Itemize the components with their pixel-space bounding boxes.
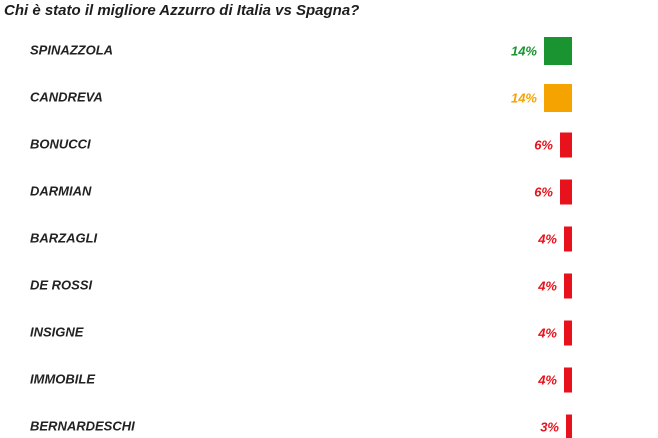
category-label: CANDREVA (30, 89, 103, 104)
bar (564, 367, 572, 393)
category-label: BARZAGLI (30, 230, 98, 245)
value-label: 4% (537, 231, 557, 246)
category-label: BONUCCI (30, 136, 91, 151)
bar (544, 84, 572, 112)
value-label: 6% (534, 137, 553, 152)
category-label: SPINAZZOLA (30, 42, 113, 57)
bar (564, 226, 572, 252)
bar (566, 414, 572, 438)
category-label: IMMOBILE (30, 371, 95, 386)
chart-title: Chi è stato il migliore Azzurro di Itali… (4, 2, 359, 19)
value-label: 6% (534, 184, 553, 199)
value-label: 4% (537, 325, 557, 340)
value-label: 14% (511, 90, 537, 105)
category-label: INSIGNE (30, 324, 84, 339)
value-label: 4% (537, 278, 557, 293)
category-label: DARMIAN (30, 183, 92, 198)
bar (560, 179, 572, 205)
bar (560, 132, 572, 158)
value-label: 3% (540, 419, 559, 434)
bar (544, 37, 572, 65)
category-label: BERNARDESCHI (30, 418, 135, 433)
value-label: 14% (511, 43, 537, 58)
bar (564, 273, 572, 299)
bar (564, 320, 572, 346)
value-label: 4% (537, 372, 557, 387)
category-label: DE ROSSI (30, 277, 93, 292)
